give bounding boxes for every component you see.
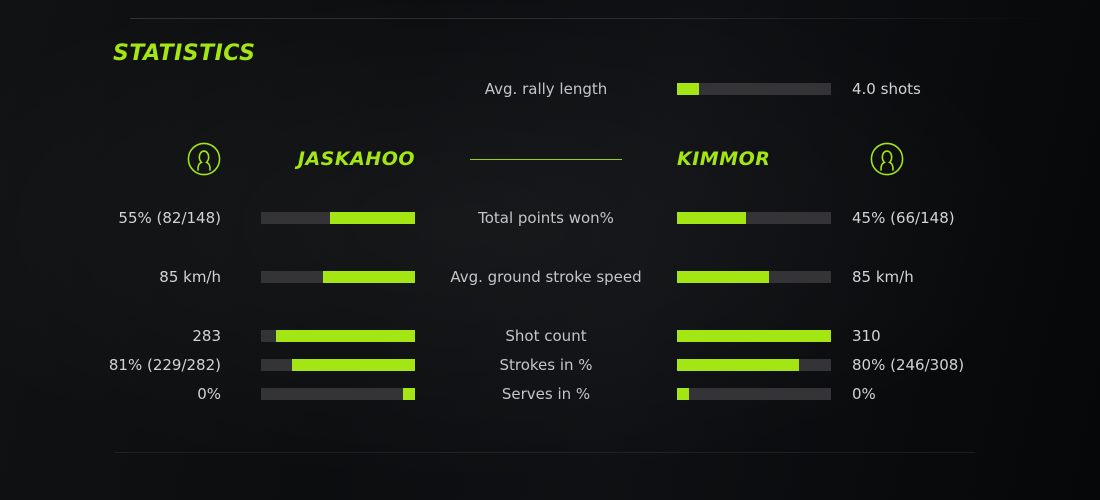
stat-right-bar: [677, 359, 831, 371]
stat-right-bar: [677, 271, 831, 283]
stat-left-bar-fill: [322, 271, 415, 283]
stat-left-bar-fill: [276, 330, 415, 342]
stat-right-bar: [677, 330, 831, 342]
rally-length-bar-fill: [677, 83, 699, 95]
stat-label: Total points won%: [478, 209, 614, 227]
stat-right-bar-fill: [677, 271, 770, 283]
stat-left-value: 0%: [197, 385, 221, 403]
player-right-avatar-icon: [870, 142, 904, 176]
stat-right-value: 85 km/h: [852, 268, 914, 286]
stat-label: Strokes in %: [499, 356, 593, 374]
stat-right-value: 80% (246/308): [852, 356, 965, 374]
stat-right-bar-fill: [677, 212, 747, 224]
stat-left-bar: [261, 212, 415, 224]
stat-right-bar: [677, 212, 831, 224]
rally-length-row: Avg. rally length 4.0 shots: [0, 77, 1100, 101]
page-title: STATISTICS: [113, 41, 256, 66]
player-left-name: JASKAHOO: [297, 148, 415, 170]
stat-right-bar-fill: [677, 388, 690, 400]
stat-row-strokes-in: 81% (229/282) Strokes in % 80% (246/308): [0, 353, 1100, 377]
stat-left-bar: [261, 271, 415, 283]
stat-label: Avg. ground stroke speed: [450, 268, 642, 286]
stat-right-value: 0%: [852, 385, 876, 403]
stat-row-total-points: 55% (82/148) Total points won% 45% (66/1…: [0, 206, 1100, 230]
stat-right-bar: [677, 388, 831, 400]
stat-left-value: 81% (229/282): [108, 356, 221, 374]
players-header-row: JASKAHOO KIMMOR: [0, 138, 1100, 180]
stat-row-ground-stroke-speed: 85 km/h Avg. ground stroke speed 85 km/h: [0, 265, 1100, 289]
stat-left-value: 283: [192, 327, 221, 345]
stat-left-bar-fill: [402, 388, 415, 400]
bottom-divider: [115, 452, 975, 453]
stat-row-shot-count: 283 Shot count 310: [0, 324, 1100, 348]
rally-length-bar: [677, 83, 831, 95]
players-divider: [470, 158, 622, 160]
stat-row-serves-in: 0% Serves in % 0%: [0, 382, 1100, 406]
stat-left-bar-fill: [330, 212, 415, 224]
stat-left-bar: [261, 330, 415, 342]
stat-left-bar: [261, 359, 415, 371]
player-right-name: KIMMOR: [677, 148, 771, 170]
stat-right-bar-fill: [677, 359, 799, 371]
stat-left-bar-fill: [291, 359, 415, 371]
player-left-avatar-icon: [187, 142, 221, 176]
rally-length-value: 4.0 shots: [852, 80, 921, 98]
stat-label: Shot count: [505, 327, 587, 345]
stat-left-value: 55% (82/148): [118, 209, 221, 227]
stat-left-value: 85 km/h: [159, 268, 221, 286]
stat-right-bar-fill: [677, 330, 831, 342]
rally-length-label: Avg. rally length: [484, 80, 608, 98]
top-divider: [130, 18, 1100, 19]
stat-right-value: 310: [852, 327, 881, 345]
stat-label: Serves in %: [501, 385, 591, 403]
stat-left-bar: [261, 388, 415, 400]
stat-right-value: 45% (66/148): [852, 209, 955, 227]
